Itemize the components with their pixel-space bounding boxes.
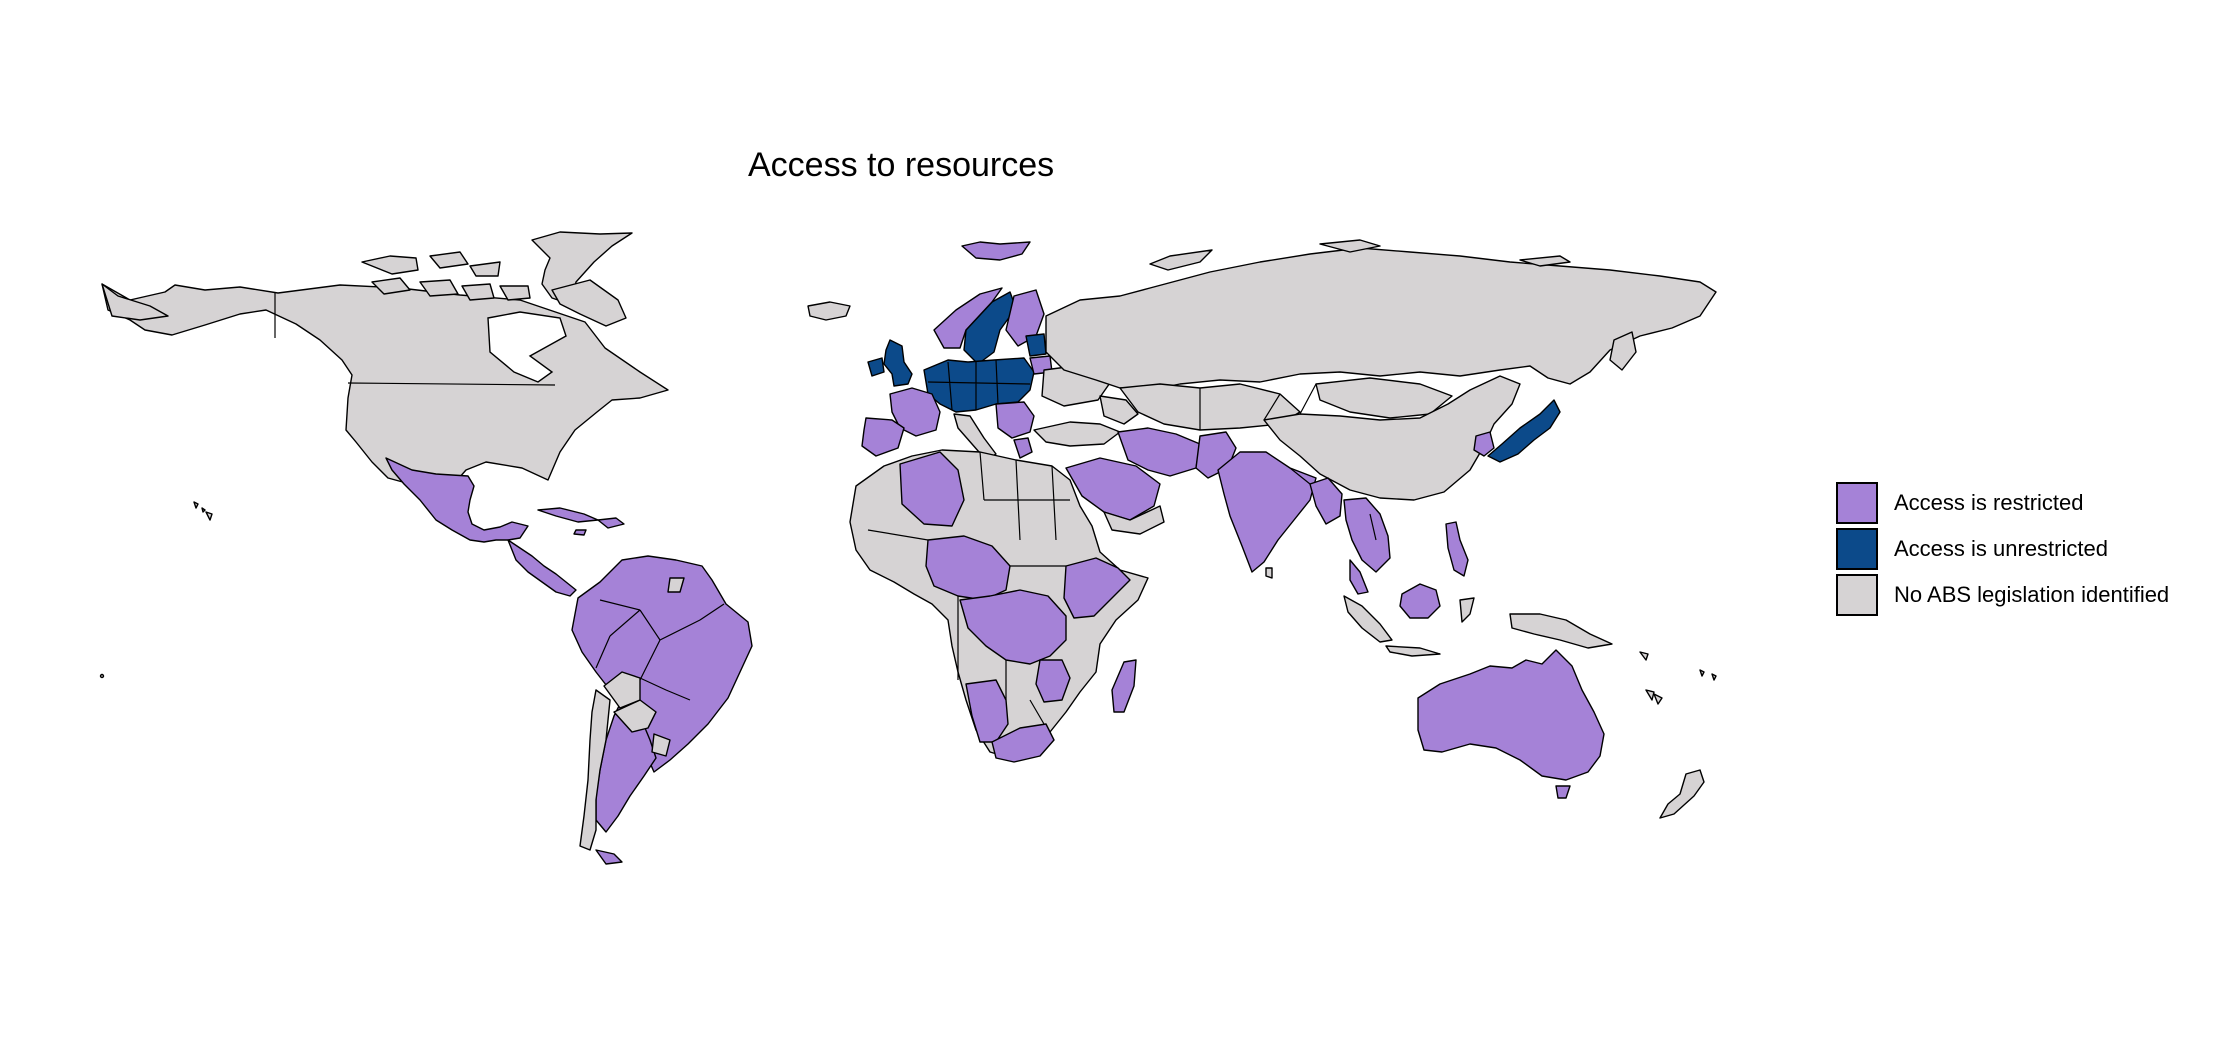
java [1385,645,1441,657]
hawaii [193,501,213,521]
ethiopia-somalia [1063,557,1131,619]
cuba [537,507,599,523]
russia [1045,247,1717,391]
iceland [807,301,851,321]
greenland [531,231,633,305]
us-canada-border [347,382,556,386]
chile [579,689,611,851]
legend-item-restricted: Access is restricted [1836,480,2169,526]
south-america-north [571,555,753,773]
caucasus-iran-west [1099,395,1139,425]
sweden [963,291,1017,365]
region-south-america [571,555,753,865]
legend-swatch-restricted [1836,482,1878,524]
legend-swatch-none [1836,574,1878,616]
mexico [385,457,529,543]
pacific-islands [1639,651,1705,701]
south-pacific-islands [1653,673,1717,705]
legend-label-unrestricted: Access is unrestricted [1894,536,2108,561]
jamaica [573,529,587,536]
legend-label-none: No ABS legislation identified [1894,582,2170,607]
bangladesh-myanmar [1309,477,1343,525]
central-america [507,539,577,597]
philippines [1445,521,1469,577]
new-guinea [1509,613,1613,649]
sumatra [1343,595,1393,643]
region-asia [1033,239,1717,701]
uruguay [651,733,671,757]
region-central-america [385,457,625,597]
spain-portugal [861,417,905,457]
canada-islands [361,251,531,301]
new-zealand [1659,769,1705,819]
asia-borders [1199,383,1377,541]
svalbard [961,241,1031,261]
hudson-bay [487,311,567,383]
guianas [667,577,685,593]
madagascar [1111,659,1137,713]
turkey [1033,421,1121,447]
east-africa [1035,659,1071,703]
south-africa [991,723,1055,763]
legend-item-none: No ABS legislation identified [1836,572,2169,618]
sri-lanka [1265,567,1273,579]
arctic-islands [1319,239,1571,267]
australia [1417,649,1605,781]
central-africa [959,589,1067,665]
europe-borders [927,359,1031,411]
ireland [867,357,885,377]
malay-peninsula [1349,559,1369,595]
region-north-america [99,231,669,679]
legend: Access is restricted Access is unrestric… [1836,480,2169,618]
north-america-land [101,283,669,501]
india [1217,451,1317,573]
alaska-west [101,283,169,321]
algeria-region [899,451,965,527]
novaya-zemlya [1149,249,1213,271]
tasmania [1555,785,1571,799]
south-america-borders [595,599,725,701]
baltics [1025,333,1047,357]
borneo [1399,583,1441,619]
france [889,387,941,437]
saudi-arabia [1065,457,1161,521]
region-oceania [1417,649,1717,819]
yemen-oman [1103,505,1165,535]
africa-borders [867,451,1070,725]
sulawesi [1459,597,1475,623]
uk [883,339,913,387]
indochina [1343,497,1391,573]
legend-item-unrestricted: Access is unrestricted [1836,526,2169,572]
map-title: Access to resources [748,146,1055,184]
tierra-del-fuego [595,849,623,865]
baffin-island [551,279,627,327]
korea [1473,431,1495,457]
kamchatka [1609,331,1637,371]
legend-swatch-unrestricted [1836,528,1878,570]
greece-turkey-west [1013,437,1033,459]
norway [933,287,1003,349]
legend-label-restricted: Access is restricted [1894,490,2084,515]
namibia-botswana [965,679,1009,743]
pacific-islet [99,673,105,679]
balkans [995,401,1035,439]
region-africa [849,449,1149,763]
hispaniola [597,517,625,529]
japan [1487,399,1561,463]
bolivia-none [603,671,641,709]
